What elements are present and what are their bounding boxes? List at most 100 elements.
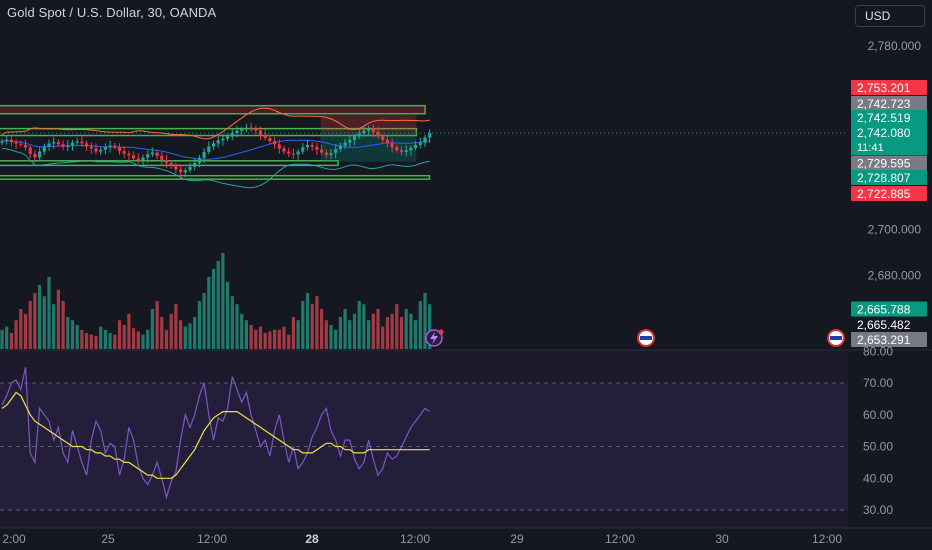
volume-bar bbox=[226, 281, 230, 349]
candle-body bbox=[155, 152, 159, 156]
candle-body bbox=[9, 139, 13, 143]
volume-bar bbox=[381, 326, 385, 349]
candle-body bbox=[99, 149, 103, 152]
candle-body bbox=[254, 128, 258, 131]
price-label-box bbox=[851, 96, 927, 111]
volume-bar bbox=[183, 326, 187, 349]
candle-body bbox=[230, 133, 234, 137]
candle-body bbox=[197, 157, 201, 164]
candle-body bbox=[42, 146, 46, 152]
volume-bar bbox=[404, 309, 408, 349]
time-axis-label: 28 bbox=[305, 532, 319, 546]
volume-bar bbox=[89, 334, 93, 349]
price-label-box bbox=[851, 317, 927, 332]
candle-body bbox=[5, 139, 9, 142]
candle-body bbox=[258, 130, 263, 135]
volume-bar bbox=[9, 333, 13, 349]
price-label: 2,742.519 bbox=[857, 111, 911, 125]
volume-bar bbox=[249, 325, 253, 349]
candle-body bbox=[273, 141, 277, 145]
candle-body bbox=[240, 129, 244, 131]
volume-bar bbox=[254, 329, 258, 349]
volume-bar bbox=[287, 334, 291, 349]
candle-body bbox=[263, 134, 267, 139]
candle-body bbox=[249, 127, 253, 129]
candle-body bbox=[381, 136, 385, 140]
volume-bar bbox=[315, 296, 319, 349]
volume-bar bbox=[376, 309, 380, 349]
time-axis-label: 12:00 bbox=[400, 532, 430, 546]
volume-bar bbox=[160, 317, 164, 349]
volume-bar bbox=[164, 329, 169, 349]
candle-body bbox=[296, 151, 300, 155]
candle-body bbox=[174, 166, 178, 170]
volume-bar bbox=[263, 333, 267, 349]
volume-bar bbox=[70, 320, 75, 349]
volume-bar bbox=[240, 313, 244, 349]
candle-body bbox=[376, 131, 380, 137]
price-label: 2,665.788 bbox=[857, 303, 911, 317]
candle-body bbox=[367, 128, 371, 131]
price-axis-tick: 2,780.000 bbox=[868, 39, 922, 53]
volume-bar bbox=[221, 253, 225, 349]
bollinger-lower-line bbox=[1, 147, 430, 189]
candle-body bbox=[160, 155, 164, 160]
volume-bar bbox=[268, 331, 272, 349]
position-target-zone[interactable] bbox=[320, 133, 417, 162]
position-stop-zone[interactable] bbox=[320, 114, 417, 134]
volume-bar bbox=[169, 313, 173, 349]
price-axis-tick: 2,680.000 bbox=[868, 269, 922, 283]
volume-bar bbox=[179, 320, 183, 349]
price-axis-tick: 2,700.000 bbox=[868, 223, 922, 237]
candle-body bbox=[428, 133, 432, 138]
candle-body bbox=[305, 144, 310, 148]
volume-bar bbox=[371, 313, 375, 349]
volume-bar bbox=[85, 333, 89, 349]
volume-bar bbox=[414, 320, 418, 349]
volume-bar bbox=[75, 325, 79, 349]
flag-stripe-icon bbox=[830, 336, 842, 340]
volume-bar bbox=[193, 317, 197, 349]
candle-body bbox=[113, 145, 117, 148]
candle-body bbox=[56, 142, 60, 145]
candle-body bbox=[357, 133, 361, 137]
time-axis-label: 30 bbox=[715, 532, 729, 546]
candle-body bbox=[108, 145, 112, 148]
volume-bar bbox=[216, 261, 220, 349]
candle-body bbox=[75, 141, 79, 143]
candle-body bbox=[287, 151, 291, 154]
candle-body bbox=[338, 145, 342, 150]
candle-body bbox=[352, 136, 357, 140]
volume-bar bbox=[207, 277, 211, 349]
volume-bar bbox=[409, 313, 413, 349]
volume-bar bbox=[423, 293, 427, 349]
sr-zone-2[interactable] bbox=[0, 127, 418, 137]
volume-bar bbox=[61, 301, 65, 349]
sr-zone-1[interactable] bbox=[0, 104, 426, 115]
volume-bar bbox=[301, 301, 305, 349]
volume-bar bbox=[80, 329, 84, 349]
candle-body bbox=[0, 141, 4, 143]
candle-body bbox=[38, 151, 42, 158]
candle-body bbox=[348, 139, 352, 143]
time-axis-label: 25 bbox=[101, 532, 115, 546]
price-label: 2,653.291 bbox=[857, 333, 911, 347]
sr-zone-4[interactable] bbox=[0, 174, 431, 180]
volume-bar bbox=[5, 326, 9, 349]
time-axis-label: 12:00 bbox=[605, 532, 635, 546]
price-label-box bbox=[851, 301, 927, 317]
price-label: 2,742.723 bbox=[857, 97, 911, 111]
volume-bar bbox=[113, 334, 117, 349]
volume-bar bbox=[324, 320, 328, 349]
candle-body bbox=[221, 138, 225, 141]
volume-bar bbox=[103, 329, 107, 349]
volume-bar bbox=[305, 293, 310, 349]
currency-selector[interactable]: USD bbox=[855, 5, 925, 27]
candle-body bbox=[268, 138, 272, 142]
candle-body bbox=[244, 127, 248, 130]
time-axis-label: 2:00 bbox=[2, 532, 26, 546]
candle-body bbox=[226, 136, 230, 139]
bollinger-upper-line bbox=[1, 107, 430, 140]
rsi-axis-tick: 40.00 bbox=[863, 471, 893, 485]
